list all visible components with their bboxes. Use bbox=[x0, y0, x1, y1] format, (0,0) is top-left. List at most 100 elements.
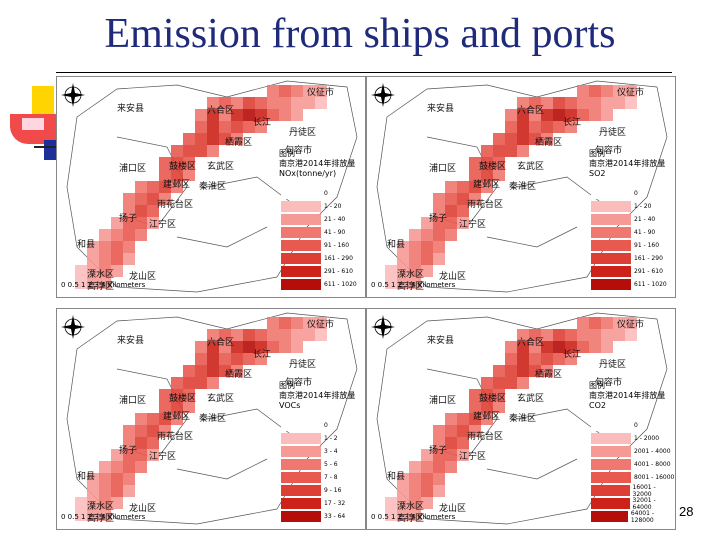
emission-cell bbox=[219, 121, 231, 133]
legend-entry: 611 - 1020 bbox=[591, 278, 667, 291]
place-label: 六合区 bbox=[207, 338, 235, 348]
emission-cell bbox=[291, 329, 303, 341]
emission-cell bbox=[207, 121, 219, 133]
place-label: 建邺区 bbox=[163, 180, 191, 190]
emission-cell bbox=[123, 229, 135, 241]
emission-cell bbox=[517, 109, 529, 121]
emission-cell bbox=[601, 85, 613, 97]
emission-cell bbox=[541, 353, 553, 365]
place-label: 高淳区 bbox=[397, 282, 425, 292]
emission-cell bbox=[123, 437, 135, 449]
emission-cell bbox=[219, 341, 231, 353]
place-label: 仪征市 bbox=[307, 88, 335, 98]
emission-cell bbox=[315, 329, 327, 341]
district-map bbox=[61, 312, 358, 525]
emission-cell bbox=[421, 253, 433, 265]
emission-cell bbox=[111, 241, 123, 253]
emission-cell bbox=[541, 109, 553, 121]
emission-cell bbox=[267, 317, 279, 329]
emission-cell bbox=[493, 169, 505, 181]
place-label: 高淳区 bbox=[87, 282, 115, 292]
emission-cell bbox=[123, 425, 135, 437]
emission-cell bbox=[231, 353, 243, 365]
emission-cell bbox=[469, 413, 481, 425]
emission-cell bbox=[219, 353, 231, 365]
place-label: 句容市 bbox=[595, 146, 623, 156]
emission-cell bbox=[87, 265, 99, 277]
emission-cell bbox=[445, 205, 457, 217]
legend-entry: 8001 - 16000 bbox=[591, 471, 675, 484]
legend-swatch bbox=[591, 201, 631, 212]
legend-entry: 0 bbox=[591, 419, 675, 432]
emission-cell bbox=[541, 329, 553, 341]
legend-range-label: 5 - 6 bbox=[324, 461, 338, 468]
legend-entry: 16001 - 32000 bbox=[591, 484, 675, 498]
emission-cell bbox=[577, 85, 589, 97]
emission-cell bbox=[505, 109, 517, 121]
emission-cell bbox=[87, 253, 99, 265]
emission-cell bbox=[565, 121, 577, 133]
emission-cell bbox=[267, 97, 279, 109]
legend-title: 图例 南京港2014年排放量 CO2 bbox=[589, 381, 665, 411]
legend-swatch bbox=[281, 420, 321, 431]
emission-cell bbox=[517, 133, 529, 145]
emission-cell bbox=[457, 437, 469, 449]
place-label: 溧水区 bbox=[87, 502, 115, 512]
emission-cell bbox=[433, 229, 445, 241]
emission-cell bbox=[481, 389, 493, 401]
emission-cell bbox=[625, 329, 637, 341]
emission-cell bbox=[433, 461, 445, 473]
emission-cell bbox=[481, 413, 493, 425]
emission-cell bbox=[613, 97, 625, 109]
emission-cell bbox=[219, 97, 231, 109]
emission-cell bbox=[409, 461, 421, 473]
place-label: 长江 bbox=[253, 118, 272, 128]
legend: 0 1 - 20 21 - 40 41 - 90 91 - 160 161 - 290 29… bbox=[281, 187, 357, 291]
emission-cell bbox=[99, 473, 111, 485]
emission-cell bbox=[243, 109, 255, 121]
emission-cell bbox=[99, 485, 111, 497]
place-label: 浦口区 bbox=[429, 396, 457, 406]
emission-cell bbox=[613, 317, 625, 329]
slide-title: Emission from ships and ports bbox=[104, 11, 616, 57]
emission-map-panel-3: 六合区 仪征市 栖霞区 来安县 长江 丹徒区 浦口区 句容市 鼓楼区 玄武区 建邺区 秦淮区 雨花台区江… bbox=[56, 308, 366, 530]
emission-cell bbox=[147, 193, 159, 205]
legend-entry: 41 - 90 bbox=[591, 226, 667, 239]
legend-swatch bbox=[281, 433, 321, 444]
emission-cell bbox=[493, 145, 505, 157]
scale-bar: 0 0.5 1 2 3 4 Kilometers bbox=[61, 513, 145, 521]
place-label: 溧水区 bbox=[87, 270, 115, 280]
decor-blue-block bbox=[44, 140, 56, 160]
emission-map-panel-1: 六合区 仪征市 栖霞区 来安县 长江 丹徒区 浦口区 句容市 鼓楼区 玄武区 建邺区 秦淮区 雨花台区江… bbox=[56, 76, 366, 298]
emission-cell bbox=[397, 497, 409, 509]
legend-entry: 21 - 40 bbox=[281, 213, 357, 226]
place-label: 龙山区 bbox=[439, 272, 467, 282]
emission-cell bbox=[625, 85, 637, 97]
emission-cell bbox=[171, 145, 183, 157]
emission-cell bbox=[445, 229, 457, 241]
legend-swatch bbox=[281, 201, 321, 212]
legend-range-label: 161 - 290 bbox=[634, 255, 663, 262]
emission-cell bbox=[75, 497, 87, 509]
emission-cell bbox=[457, 205, 469, 217]
emission-cell bbox=[279, 317, 291, 329]
emission-map-panel-2: 六合区 仪征市 栖霞区 来安县 长江 丹徒区 浦口区 句容市 鼓楼区 玄武区 建邺区 秦淮区 雨花台区江… bbox=[366, 76, 676, 298]
legend-range-label: 7 - 8 bbox=[324, 474, 338, 481]
emission-cell bbox=[433, 253, 445, 265]
emission-cell bbox=[315, 317, 327, 329]
emission-cell bbox=[481, 401, 493, 413]
legend-swatch bbox=[281, 498, 321, 509]
emission-cell bbox=[565, 329, 577, 341]
place-label: 玄武区 bbox=[207, 162, 235, 172]
place-label: 雨花台区 bbox=[467, 200, 504, 210]
place-label: 龙山区 bbox=[129, 272, 157, 282]
emission-cell bbox=[409, 265, 421, 277]
place-label: 和县 bbox=[77, 240, 96, 250]
emission-cell bbox=[111, 461, 123, 473]
emission-cell bbox=[87, 241, 99, 253]
district-boundaries bbox=[376, 80, 668, 293]
place-label: 扬子 bbox=[119, 446, 138, 456]
emission-cell bbox=[171, 377, 183, 389]
emission-cell bbox=[75, 277, 87, 289]
emission-cell bbox=[75, 509, 87, 521]
